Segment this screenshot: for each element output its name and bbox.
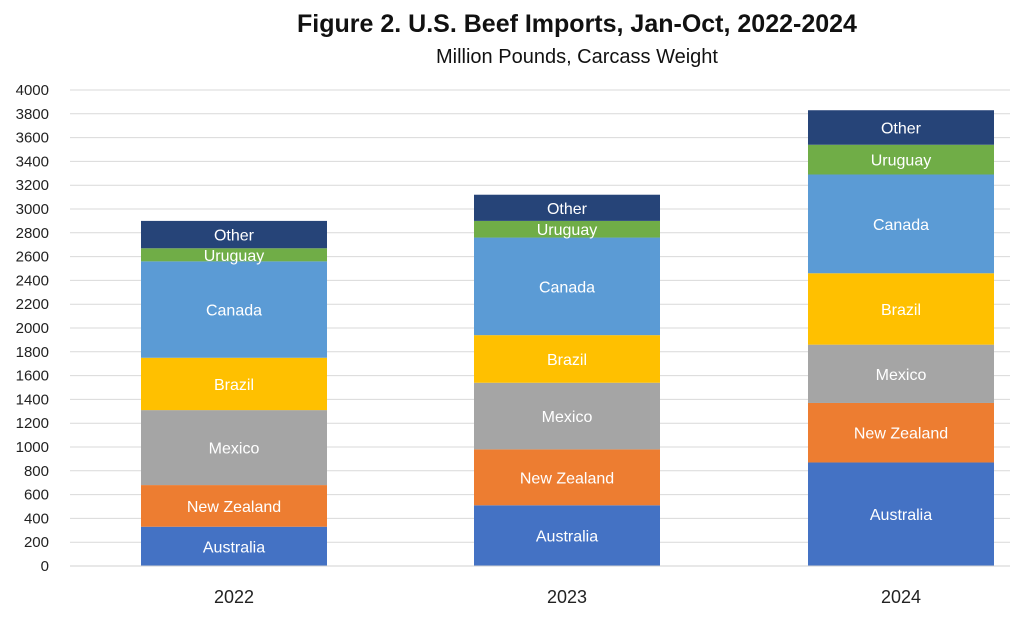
- segment-label: Canada: [539, 279, 595, 296]
- y-tick-label: 3800: [16, 106, 49, 123]
- bar-segment-new-zealand-2022: [141, 485, 327, 527]
- segment-labels: Australia New Zealand Mexico Brazil Canada Ur…: [187, 120, 948, 556]
- segment-label: Australia: [203, 539, 265, 556]
- x-tick-label: 2024: [881, 587, 921, 607]
- segment-label: Mexico: [876, 367, 927, 384]
- segment-label: Uruguay: [204, 248, 264, 265]
- segment-label: Australia: [870, 507, 932, 524]
- bar-segment-uruguay-2022: [141, 248, 327, 262]
- segment-label: New Zealand: [854, 426, 948, 443]
- y-tick-label: 400: [24, 510, 49, 527]
- bar-segment-uruguay-2023: [474, 220, 660, 238]
- y-tick-label: 600: [24, 487, 49, 504]
- y-tick-label: 3200: [16, 177, 49, 194]
- y-tick-label: 3400: [16, 153, 49, 170]
- y-tick-label: 4000: [16, 82, 49, 99]
- segment-label: Brazil: [881, 302, 921, 319]
- bar-segment-brazil-2023: [474, 335, 660, 383]
- y-tick-label: 2200: [16, 296, 49, 313]
- y-tick-label: 800: [24, 463, 49, 480]
- bar-segment-other-2024: [808, 110, 994, 145]
- y-tick-label: 3600: [16, 130, 49, 147]
- y-tick-label: 2400: [16, 272, 49, 289]
- bar-segment-new-zealand-2024: [808, 402, 994, 463]
- y-tick-label: 1600: [16, 368, 49, 385]
- y-tick-label: 1000: [16, 439, 49, 456]
- bars: [141, 110, 994, 566]
- bar-segment-other-2022: [141, 220, 327, 249]
- segment-label: Mexico: [542, 409, 593, 426]
- bar-segment-other-2023: [474, 194, 660, 221]
- bar-segment-australia-2023: [474, 505, 660, 566]
- y-tick-label: 3000: [16, 201, 49, 218]
- y-tick-label: 2600: [16, 249, 49, 266]
- bar-segment-uruguay-2024: [808, 144, 994, 175]
- x-tick-label: 2022: [214, 587, 254, 607]
- y-tick-label: 0: [41, 558, 49, 575]
- bar-segment-canada-2022: [141, 261, 327, 358]
- chart-title: Figure 2. U.S. Beef Imports, Jan-Oct, 20…: [297, 10, 857, 38]
- bar-segment-canada-2023: [474, 237, 660, 336]
- y-tick-label: 1200: [16, 415, 49, 432]
- segment-label: Other: [547, 201, 588, 218]
- segment-label: Australia: [536, 529, 598, 546]
- y-tick-label: 200: [24, 534, 49, 551]
- segment-label: New Zealand: [187, 499, 281, 516]
- bar-segment-canada-2024: [808, 174, 994, 274]
- segment-label: Brazil: [547, 352, 587, 369]
- bar-segment-brazil-2022: [141, 357, 327, 411]
- y-axis-ticks: 0 200 400 600 800 1000 1200 1400 1600 1800 2000 220…: [16, 82, 49, 575]
- segment-label: Uruguay: [537, 222, 597, 239]
- bar-segment-mexico-2023: [474, 382, 660, 450]
- bar-segment-brazil-2024: [808, 273, 994, 345]
- y-tick-label: 2000: [16, 320, 49, 337]
- segment-label: Uruguay: [871, 153, 931, 170]
- bar-segment-australia-2022: [141, 526, 327, 566]
- segment-label: Brazil: [214, 377, 254, 394]
- bar-segment-mexico-2022: [141, 410, 327, 486]
- bar-segment-australia-2024: [808, 462, 994, 566]
- segment-label: Other: [214, 228, 255, 245]
- x-axis-ticks: 2022 2023 2024: [214, 587, 921, 607]
- bar-segment-new-zealand-2023: [474, 449, 660, 506]
- segment-label: New Zealand: [520, 470, 614, 487]
- y-tick-label: 2800: [16, 225, 49, 242]
- segment-label: Canada: [206, 303, 262, 320]
- segment-label: Other: [881, 120, 922, 137]
- segment-label: Canada: [873, 217, 929, 234]
- x-tick-label: 2023: [547, 587, 587, 607]
- segment-label: Mexico: [209, 441, 260, 458]
- chart-subtitle: Million Pounds, Carcass Weight: [436, 46, 718, 68]
- y-tick-label: 1800: [16, 344, 49, 361]
- y-tick-label: 1400: [16, 391, 49, 408]
- bar-segment-mexico-2024: [808, 344, 994, 403]
